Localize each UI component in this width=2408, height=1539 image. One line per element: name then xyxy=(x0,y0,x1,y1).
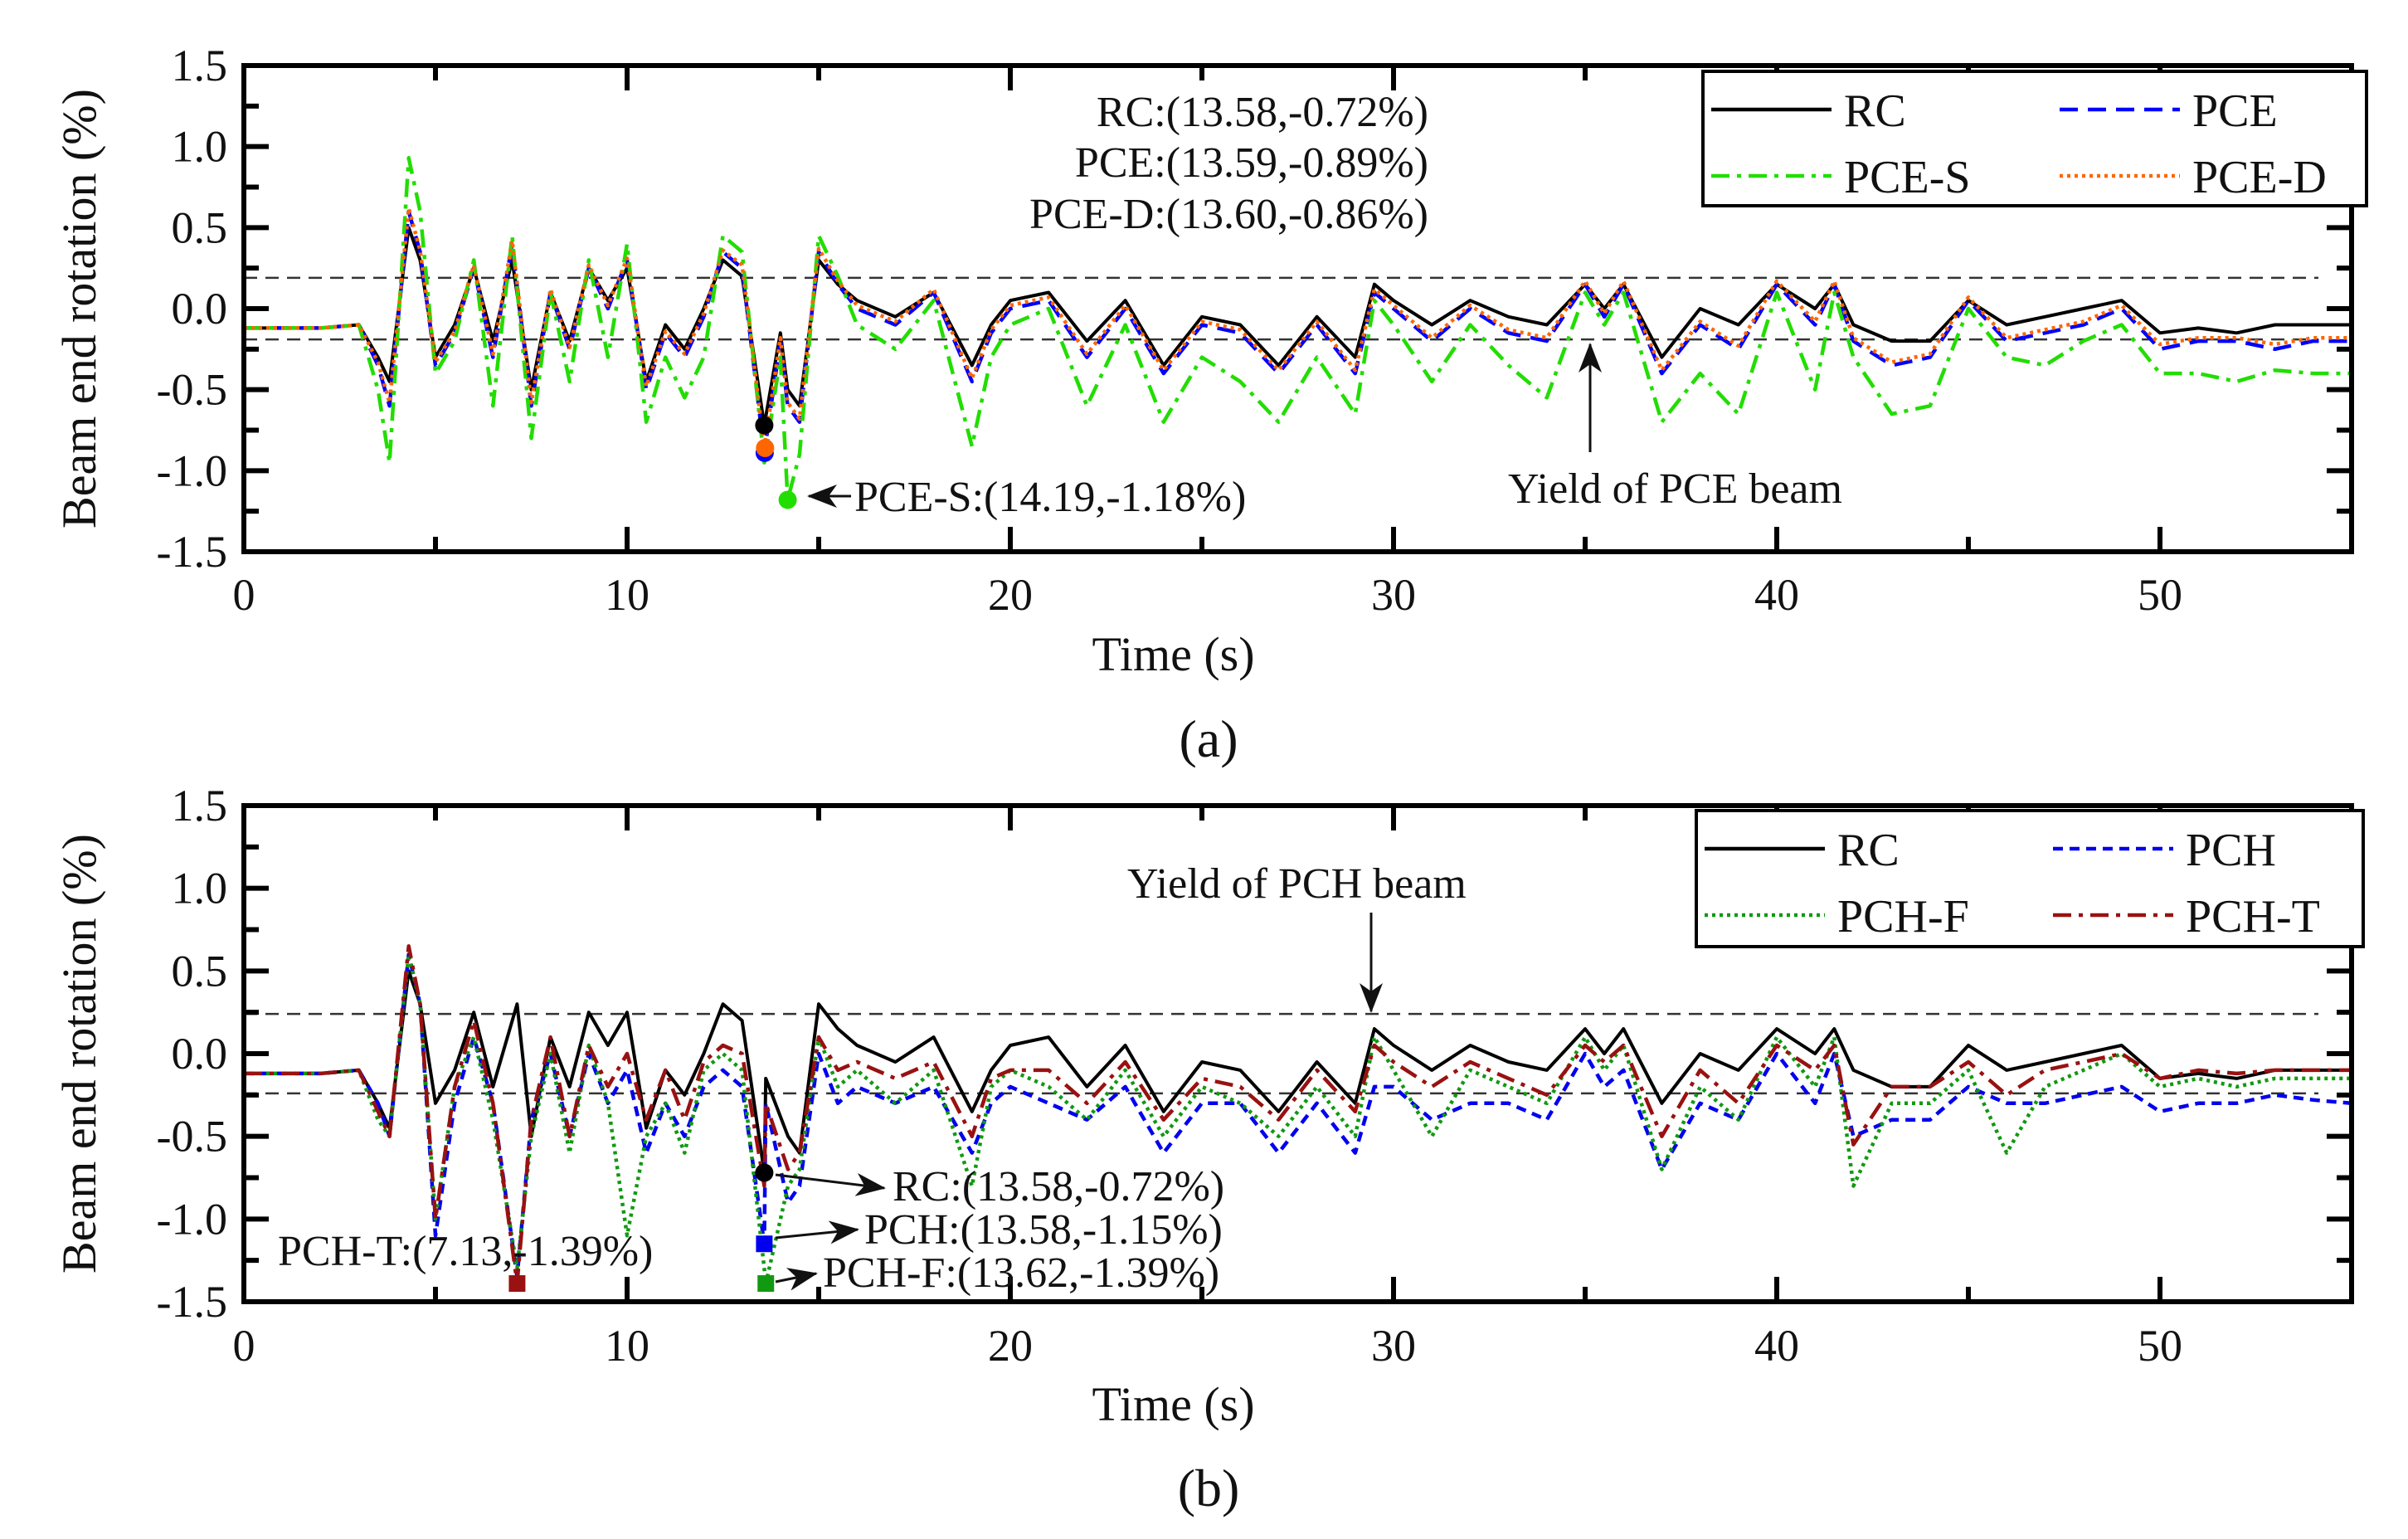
y-tick-label: -1.5 xyxy=(157,527,227,577)
y-tick-label: -1.0 xyxy=(157,446,227,495)
series-group xyxy=(244,944,2352,1286)
annotation-pced-peak: PCE-D:(13.60,-0.86%) xyxy=(1029,191,1428,238)
peak-marker-pce-s xyxy=(778,490,797,509)
legend-box xyxy=(1701,70,2368,207)
legend-label-rc: RC xyxy=(1844,85,1906,137)
y-tick-label: 1.0 xyxy=(172,122,228,172)
x-axis-title: Time (s) xyxy=(1092,627,1254,681)
series-group xyxy=(244,156,2352,502)
panel-caption: (b) xyxy=(1178,1459,1240,1517)
y-tick-label: 0.0 xyxy=(172,1029,228,1079)
annotation-yield: Yield of PCH beam xyxy=(1127,860,1467,908)
series-line-rc xyxy=(244,969,2352,1175)
annotation-pchf-peak: PCH-F:(13.62,-1.39%) xyxy=(823,1249,1219,1297)
x-tick-label: 30 xyxy=(1371,570,1416,620)
x-tick-label: 50 xyxy=(2138,570,2182,620)
y-tick-label: -1.0 xyxy=(157,1194,227,1244)
annotation-pce-peak: PCE:(13.59,-0.89%) xyxy=(1075,139,1428,187)
chart-panel-a: 0 10 20 30 40 50 1.5 1.0 0.5 0.0 -0.5 -1.0 -1.5 Time … xyxy=(52,41,2368,768)
y-tick-label: 1.5 xyxy=(172,41,228,90)
annotation-arrow xyxy=(775,1172,886,1196)
panel-caption: (a) xyxy=(1179,709,1238,768)
x-tick-label: 30 xyxy=(1371,1321,1416,1371)
series-line-pch-f xyxy=(244,952,2352,1286)
peak-marker-rc xyxy=(755,416,774,435)
x-axis-title: Time (s) xyxy=(1092,1377,1254,1431)
x-tick-label: 10 xyxy=(605,1321,649,1371)
x-tick-label: 0 xyxy=(233,570,255,620)
legend-label-pch-f: PCH-F xyxy=(1837,891,1969,942)
annotation-yield: Yield of PCE beam xyxy=(1508,465,1842,513)
legend: RC PCH PCH-F PCH-T xyxy=(1695,809,2365,948)
legend-box xyxy=(1695,809,2365,948)
x-tick-label: 20 xyxy=(988,570,1033,620)
legend-label-pch-t: PCH-T xyxy=(2186,891,2320,942)
legend-label-pce-d: PCE-D xyxy=(2192,152,2327,203)
x-tick-label: 40 xyxy=(1754,1321,1799,1371)
y-tick-label: -0.5 xyxy=(157,365,227,415)
series-line-pce-s xyxy=(244,156,2352,502)
annotation-pch-peak: PCH:(13.58,-1.15%) xyxy=(864,1206,1223,1254)
peak-marker-pch-t xyxy=(508,1275,526,1293)
annotation-pcht-peak: PCH-T:(7.13,-1.39%) xyxy=(278,1228,653,1275)
y-tick-label: 0.5 xyxy=(172,946,228,996)
x-tick-label: 20 xyxy=(988,1321,1033,1371)
y-axis-title: Beam end rotation (%) xyxy=(52,89,106,528)
series-line-pch-t xyxy=(244,944,2352,1286)
peak-marker-rc xyxy=(755,1163,774,1182)
y-tick-label: -1.5 xyxy=(157,1277,227,1327)
chart-panel-b: 0 10 20 30 40 50 1.5 1.0 0.5 0.0 -0.5 -1.0 -1.5 Time … xyxy=(52,781,2365,1517)
x-tick-label: 40 xyxy=(1754,570,1799,620)
annotation-rc-peak: RC:(13.58,-0.72%) xyxy=(893,1163,1224,1210)
peak-marker-pch xyxy=(756,1235,773,1253)
peak-marker-pce-d xyxy=(756,438,775,457)
series-line-pch xyxy=(244,952,2352,1279)
legend: RC PCE PCE-S PCE-D xyxy=(1701,70,2368,207)
y-tick-label: 1.5 xyxy=(172,781,228,830)
annotation-pces-peak: PCE-S:(14.19,-1.18%) xyxy=(854,474,1246,521)
annotation-arrow xyxy=(775,1220,859,1244)
series-line-rc xyxy=(244,226,2352,427)
y-tick-label: 0.5 xyxy=(172,202,228,252)
y-axis-title: Beam end rotation (%) xyxy=(52,834,106,1274)
annotation-rc-peak: RC:(13.58,-0.72%) xyxy=(1097,89,1428,136)
x-tick-label: 0 xyxy=(233,1321,255,1371)
y-tick-label: 1.0 xyxy=(172,864,228,913)
legend-label-pch: PCH xyxy=(2186,825,2276,876)
y-tick-label: -0.5 xyxy=(157,1112,227,1162)
annotation-arrow xyxy=(775,1268,818,1291)
legend-label-pce: PCE xyxy=(2192,85,2278,137)
x-tick-label: 50 xyxy=(2138,1321,2182,1371)
legend-label-rc: RC xyxy=(1837,825,1900,876)
legend-label-pce-s: PCE-S xyxy=(1844,152,1971,203)
peak-marker-pch-f xyxy=(757,1275,775,1293)
series-line-pce-d xyxy=(244,206,2352,450)
x-tick-label: 10 xyxy=(605,570,649,620)
y-tick-label: 0.0 xyxy=(172,284,228,334)
